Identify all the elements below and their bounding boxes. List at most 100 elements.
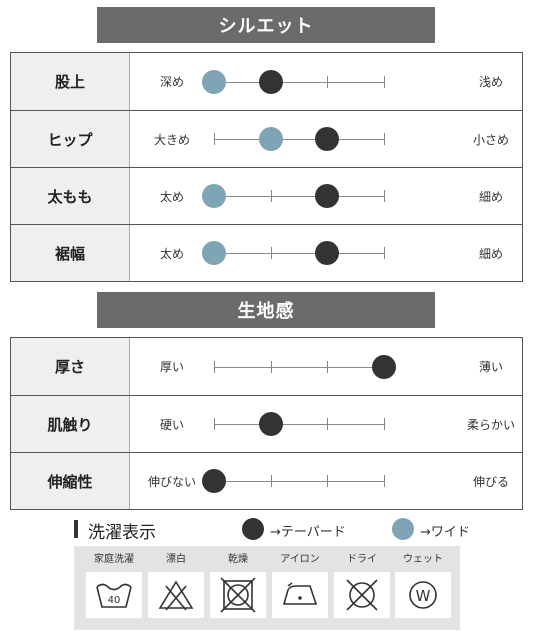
scale-min-label: 伸びない bbox=[147, 474, 196, 489]
scale-max-label: 柔らかい bbox=[466, 417, 515, 432]
scale-line bbox=[214, 366, 384, 368]
scale-min-label: 深め bbox=[159, 75, 184, 89]
tapered-marker-dot bbox=[372, 354, 396, 379]
wide-marker-dot bbox=[202, 69, 226, 94]
care-item: ウェット W bbox=[395, 552, 451, 618]
row-label: ヒップ bbox=[11, 111, 130, 167]
scale-max-label: 細め bbox=[478, 189, 503, 204]
care-item: 漂白 bbox=[148, 552, 204, 618]
scale-tick bbox=[327, 475, 329, 487]
scale-tick bbox=[384, 418, 385, 430]
scale-line bbox=[214, 424, 384, 425]
care-symbols-panel: 家庭洗濯 40 漂白 乾燥 アイロン ドライ ウェット W bbox=[74, 546, 460, 630]
rating-row: 伸縮性 伸びない 伸びる bbox=[11, 452, 522, 509]
tapered-marker-dot bbox=[202, 469, 226, 493]
scale-tick bbox=[327, 418, 329, 430]
scale-line bbox=[214, 139, 384, 140]
care-item: 乾燥 bbox=[210, 552, 266, 618]
scale-tick bbox=[384, 190, 385, 202]
care-title: 洗濯表示 bbox=[88, 523, 156, 543]
rating-scale bbox=[202, 53, 385, 110]
scale-min-label: 硬い bbox=[159, 417, 184, 432]
rating-scale bbox=[214, 338, 396, 395]
svg-text:40: 40 bbox=[108, 595, 121, 606]
svg-text:W: W bbox=[416, 587, 431, 605]
scale-tick bbox=[214, 418, 215, 430]
texture-banner: 生地感 bbox=[97, 292, 435, 328]
dark-dot-legend-icon bbox=[242, 518, 264, 540]
scale-line bbox=[214, 196, 384, 197]
no-tumble-dry-icon bbox=[210, 572, 266, 618]
care-item: アイロン bbox=[272, 552, 328, 618]
silhouette-banner: シルエット bbox=[97, 7, 435, 43]
tapered-marker-dot bbox=[315, 241, 340, 265]
care-item: 家庭洗濯 40 bbox=[86, 552, 142, 618]
care-label: 乾燥 bbox=[228, 554, 248, 565]
row-label: 裾幅 bbox=[11, 225, 130, 281]
no-bleach-icon bbox=[148, 572, 204, 618]
scale-line bbox=[214, 81, 384, 83]
scale-min-label: 太め bbox=[159, 189, 184, 204]
texture-table: 厚さ 厚い 薄い 肌触り 硬い 柔らかい 伸縮性 伸びない 伸びる bbox=[10, 337, 523, 510]
silhouette-title: シルエット bbox=[218, 16, 314, 37]
rating-row: 裾幅 太め 細め bbox=[11, 224, 522, 281]
rating-scale bbox=[214, 111, 385, 167]
rating-row: ヒップ 大きめ 小さめ bbox=[11, 110, 522, 167]
tapered-marker-dot bbox=[258, 69, 283, 94]
scale-tick bbox=[327, 75, 329, 88]
care-item: ドライ bbox=[334, 552, 390, 618]
rating-row: 厚さ 厚い 薄い bbox=[11, 338, 522, 395]
wet-clean-icon: W bbox=[395, 572, 451, 618]
care-label: ドライ bbox=[347, 554, 377, 565]
tapered-marker-dot bbox=[258, 412, 283, 436]
care-label: 漂白 bbox=[166, 554, 186, 565]
scale-max-label: 薄い bbox=[478, 360, 503, 374]
texture-title: 生地感 bbox=[237, 301, 295, 322]
wash-40-icon: 40 bbox=[86, 572, 142, 618]
dark-legend-label: →テーパード bbox=[270, 525, 346, 540]
blue-legend-label: →ワイド bbox=[420, 525, 470, 540]
iron-low-icon bbox=[272, 572, 328, 618]
legend-marker bbox=[74, 520, 78, 538]
scale-tick bbox=[270, 190, 272, 202]
rating-scale bbox=[214, 396, 385, 452]
wide-marker-dot bbox=[202, 241, 226, 265]
no-dry-clean-icon bbox=[334, 572, 390, 618]
scale-tick bbox=[214, 133, 215, 145]
rating-scale bbox=[202, 453, 385, 509]
tapered-marker-dot bbox=[315, 184, 340, 208]
rating-scale bbox=[202, 225, 385, 281]
rating-row: 太もも 太め 細め bbox=[11, 167, 522, 224]
rating-scale bbox=[202, 168, 385, 224]
rating-row: 肌触り 硬い 柔らかい bbox=[11, 395, 522, 452]
wide-marker-dot bbox=[258, 127, 283, 151]
scale-tick bbox=[384, 247, 385, 259]
scale-tick bbox=[214, 360, 215, 373]
scale-tick bbox=[384, 75, 385, 88]
row-label: 太もも bbox=[11, 168, 130, 224]
scale-tick bbox=[327, 360, 329, 373]
blue-dot-legend-icon bbox=[392, 518, 414, 540]
row-label: 肌触り bbox=[11, 396, 130, 452]
scale-max-label: 伸びる bbox=[472, 474, 509, 489]
scale-min-label: 大きめ bbox=[153, 132, 190, 147]
scale-tick bbox=[270, 360, 272, 373]
scale-min-label: 厚い bbox=[159, 360, 184, 374]
row-label: 厚さ bbox=[11, 338, 130, 395]
legend: 洗濯表示 →テーパード →ワイド bbox=[0, 514, 534, 544]
care-label: アイロン bbox=[280, 554, 320, 565]
scale-line bbox=[214, 253, 384, 254]
scale-max-label: 細め bbox=[478, 246, 503, 261]
scale-max-label: 小さめ bbox=[472, 132, 509, 147]
wide-marker-dot bbox=[202, 184, 226, 208]
rating-row: 股上 深め 浅め bbox=[11, 53, 522, 110]
scale-min-label: 太め bbox=[159, 246, 184, 261]
scale-tick bbox=[384, 475, 385, 487]
silhouette-table: 股上 深め 浅め ヒップ 大きめ 小さめ 太もも 太め 細め 裾幅 太め 細め bbox=[10, 52, 523, 282]
scale-max-label: 浅め bbox=[478, 75, 503, 89]
row-label: 股上 bbox=[11, 53, 130, 110]
tapered-marker-dot bbox=[315, 127, 340, 151]
scale-line bbox=[214, 481, 384, 482]
scale-tick bbox=[384, 133, 385, 145]
care-label: ウェット bbox=[403, 554, 443, 565]
